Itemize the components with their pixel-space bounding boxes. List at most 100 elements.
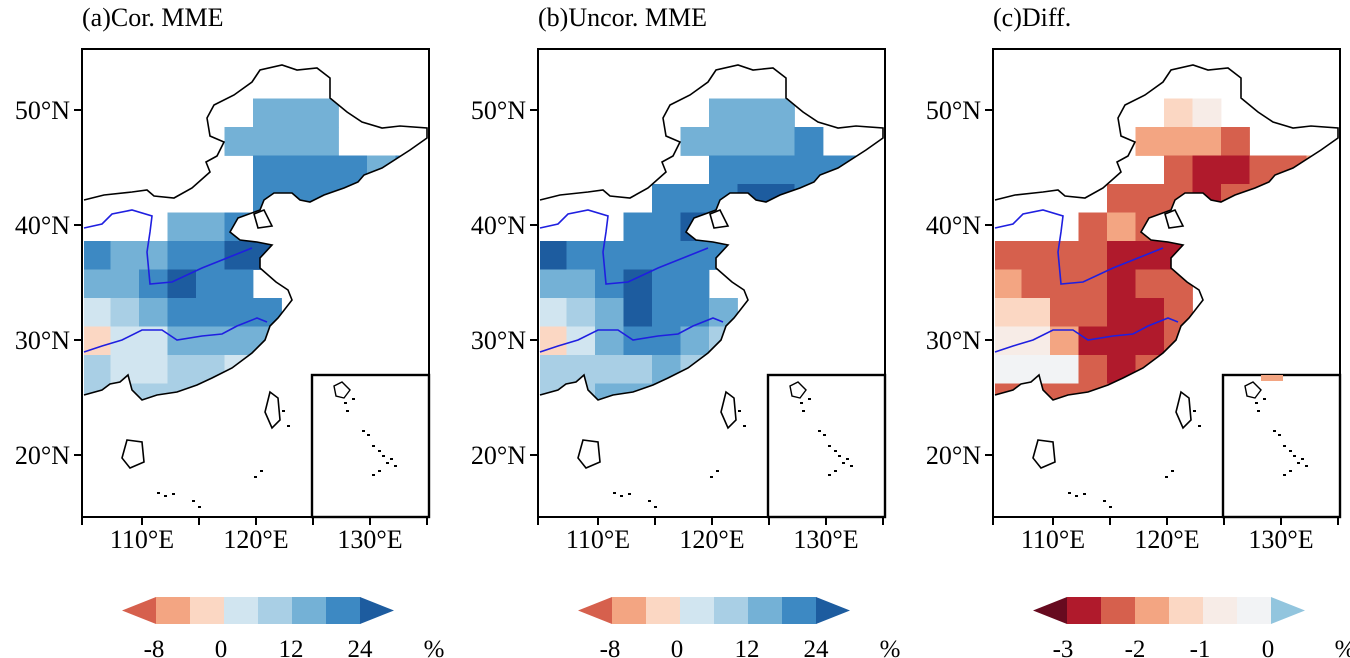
grid-cell [1136, 412, 1165, 441]
grid-cell [168, 441, 197, 470]
grid-cell [1107, 326, 1136, 356]
grid-cell [709, 355, 738, 384]
island-outline [264, 390, 281, 430]
grid-cell [1135, 241, 1165, 270]
island-outline [253, 208, 274, 229]
grid-cell [1107, 412, 1136, 441]
lat-tick-label: 40°N [926, 211, 981, 240]
colorbar-arrow-left [122, 597, 156, 624]
inset-frame [766, 373, 887, 519]
inset-island [1297, 462, 1300, 464]
lon-tick-label: 120°E [1134, 525, 1199, 554]
grid-cell [310, 184, 339, 213]
grid-cell [224, 298, 254, 327]
colorbar-arrow-right [1271, 597, 1305, 624]
grid-cell [281, 127, 311, 156]
grid-cell [1192, 98, 1222, 128]
grid-cell [139, 412, 168, 441]
grid-cell [84, 269, 111, 299]
inset-island [850, 465, 853, 467]
colorbar-segment [646, 597, 681, 624]
grid-cell [1164, 98, 1193, 128]
inset-island [1283, 445, 1286, 447]
island-dot [648, 500, 651, 502]
grid-cell [624, 412, 653, 441]
coastline [994, 64, 1339, 508]
inset-island [834, 470, 837, 472]
island-dot [282, 410, 285, 412]
grid-cell [110, 298, 140, 327]
inset-island [838, 455, 841, 457]
grid-cell [1021, 298, 1051, 327]
grid-cell [1164, 241, 1193, 270]
grid-cell [595, 412, 624, 441]
inset-cell [1261, 375, 1283, 381]
south-china-sea-inset [310, 373, 431, 519]
lat-tick-label: 30°N [926, 326, 981, 355]
grid-cell [1050, 241, 1079, 270]
inset-island [1301, 458, 1304, 460]
lon-tick-label: 130°E [793, 525, 858, 554]
island-outline [1032, 439, 1056, 469]
grid-cell [1164, 298, 1193, 327]
grid-cell [1249, 155, 1279, 185]
inset-island [346, 410, 349, 412]
colorbar-segment [224, 597, 259, 624]
island-outline [1175, 390, 1192, 430]
grid-cell [595, 241, 624, 270]
inset-island [808, 398, 811, 400]
grid-cell [139, 241, 168, 270]
grid-cell [794, 155, 824, 185]
panel-b: (b)Uncor. MME 50°N 40°N 30°N 20°N 110°E 120°E… [471, 3, 901, 658]
grid-cell [709, 127, 738, 156]
grid-cell [253, 98, 282, 128]
axis-ticks: 50°N 40°N 30°N 20°N 110°E 120°E 130°E [926, 96, 1339, 554]
colorbar-tick-label: -8 [144, 636, 165, 658]
grid-cell [766, 98, 795, 128]
lat-tick-label: 50°N [15, 96, 70, 125]
grid-cell [766, 184, 795, 213]
axis-ticks: 50°N 40°N 30°N 20°N 110°E 120°E 130°E [15, 96, 428, 554]
grid-cell [167, 269, 197, 299]
island-dot [198, 506, 201, 508]
lat-tick-label: 30°N [471, 326, 526, 355]
grid-cell [737, 155, 767, 185]
grid-cell [281, 155, 311, 185]
island-dot [1075, 495, 1078, 497]
grid-cell [281, 98, 311, 128]
colorbar-tick-label: 24 [348, 636, 374, 658]
colorbar-segment [748, 597, 783, 624]
island-dot [743, 425, 746, 427]
grid-cell [253, 127, 282, 156]
grid-cell [281, 212, 311, 242]
grid-cell [1107, 212, 1136, 242]
lon-tick-label: 120°E [223, 525, 288, 554]
grid-cell [709, 155, 738, 185]
colorbar: -8 0 12 24% [578, 597, 900, 658]
river-path [539, 317, 724, 353]
grid-cell [84, 298, 111, 327]
grid-cell [1021, 326, 1051, 356]
grid-cell [224, 269, 254, 299]
inset-island [1293, 455, 1296, 457]
river-path [994, 317, 1179, 353]
inset-island [378, 470, 381, 472]
grid-cell [253, 241, 282, 270]
grid-cell [680, 127, 710, 156]
colorbar-segment [1169, 597, 1204, 624]
grid-cell [540, 355, 567, 384]
lon-tick-label: 120°E [679, 525, 744, 554]
grid-cell [310, 98, 339, 128]
rivers [539, 209, 724, 353]
grid-cell [680, 241, 710, 270]
grid-cell [1221, 127, 1250, 156]
grid-cell [681, 412, 710, 441]
grid-cell [623, 355, 653, 384]
lat-tick-label: 40°N [15, 211, 70, 240]
grid-cell [540, 241, 567, 270]
grid-cell [1050, 298, 1079, 327]
grid-cell [167, 383, 197, 400]
inset-coast [1244, 381, 1262, 399]
grid-cell [1278, 155, 1307, 185]
grid-cell [139, 355, 168, 384]
